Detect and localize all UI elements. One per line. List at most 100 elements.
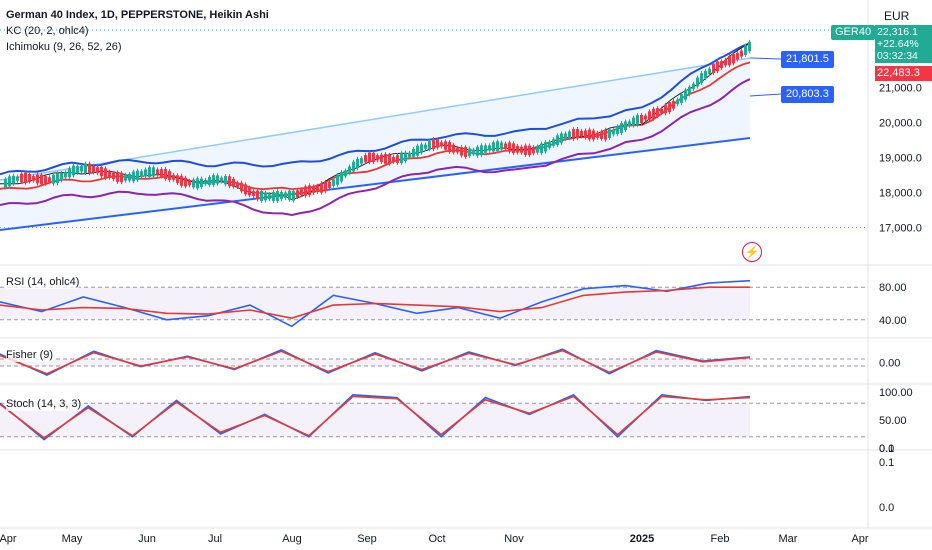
candle	[620, 123, 623, 134]
candle	[396, 155, 399, 163]
candle	[92, 165, 95, 173]
currency-label[interactable]: EUR	[884, 9, 910, 23]
channel-fill	[0, 58, 750, 230]
candle	[44, 176, 47, 184]
candle	[372, 152, 375, 162]
price-axis-tick: 18,000.0	[879, 188, 922, 200]
candle	[576, 129, 579, 139]
candle	[724, 59, 727, 66]
candle	[540, 143, 543, 154]
candle	[340, 172, 343, 182]
lower-axis-tick: 0.1	[879, 457, 894, 469]
time-axis-tick: Sep	[357, 533, 377, 545]
candle	[384, 153, 387, 164]
candle	[224, 176, 227, 185]
candle	[416, 145, 419, 156]
candle	[720, 61, 723, 69]
candle	[472, 149, 475, 155]
symbol-tag: GER40	[831, 25, 876, 40]
candle	[20, 173, 23, 183]
time-axis-tick: 2025	[630, 533, 654, 545]
stoch-band	[0, 403, 750, 437]
candle	[412, 148, 415, 157]
candle	[484, 145, 487, 153]
candle	[572, 129, 575, 139]
time-axis-tick: Mar	[779, 533, 798, 545]
kc-upper-line	[0, 42, 751, 176]
candle	[156, 169, 159, 175]
candle	[76, 165, 79, 173]
candle	[336, 175, 339, 185]
candle	[656, 108, 659, 117]
candle	[604, 129, 607, 140]
price-axis-tick: 20,000.0	[879, 118, 922, 130]
candle	[328, 181, 331, 188]
candle	[348, 166, 351, 174]
candle	[388, 154, 391, 164]
candle	[692, 83, 695, 89]
rsi-axis-tick: 40.00	[879, 315, 907, 327]
rsi-label[interactable]: RSI (14, ohlc4)	[6, 276, 80, 289]
channel-upper-label[interactable]: 21,801.5	[781, 51, 834, 68]
candle	[24, 172, 27, 183]
channel-lower-label[interactable]: 20,803.3	[781, 86, 834, 103]
candle	[548, 141, 551, 148]
fisher-label[interactable]: Fisher (9)	[6, 349, 54, 362]
candle	[748, 41, 751, 52]
candle	[152, 167, 155, 177]
candle	[452, 144, 455, 153]
label-connector	[749, 57, 782, 60]
candle	[688, 86, 691, 95]
candle	[640, 114, 643, 124]
stoch-line-2	[0, 395, 751, 439]
candle	[424, 144, 427, 149]
candle	[508, 142, 511, 152]
candle	[536, 146, 539, 153]
candle	[628, 121, 631, 126]
candle	[332, 179, 335, 186]
candle	[96, 167, 99, 174]
candle	[144, 169, 147, 177]
time-axis-tick: Jun	[138, 533, 156, 545]
candle	[464, 146, 467, 157]
ichimoku-indicator-label[interactable]: Ichimoku (9, 26, 52, 26)	[6, 41, 122, 53]
candle	[4, 179, 7, 188]
candle	[304, 186, 307, 196]
label-connector	[749, 93, 782, 97]
candle	[440, 142, 443, 147]
candle	[736, 52, 739, 60]
candle	[40, 174, 43, 185]
candle	[408, 152, 411, 158]
stoch-label[interactable]: Stoch (14, 3, 3)	[6, 398, 82, 411]
candle	[364, 155, 367, 163]
candle	[588, 129, 591, 140]
candle	[88, 163, 91, 174]
rsi-line-2	[0, 286, 750, 320]
candle	[360, 158, 363, 164]
kc-indicator-label[interactable]: KC (20, 2, ohlc4)	[6, 25, 89, 37]
candle	[524, 145, 527, 155]
candle	[196, 178, 199, 189]
candle	[676, 99, 679, 105]
time-axis-tick: Oct	[428, 533, 445, 545]
lightning-alert-icon[interactable]: ⚡	[742, 242, 762, 262]
candle	[72, 165, 75, 176]
candle	[732, 53, 735, 64]
candle	[188, 180, 191, 186]
candle	[356, 158, 359, 169]
candle	[108, 171, 111, 178]
candle	[280, 191, 283, 200]
channel-lower-line	[0, 137, 751, 231]
candle	[276, 191, 279, 201]
candle	[236, 182, 239, 188]
candle	[164, 169, 167, 179]
candle	[292, 190, 295, 201]
candle	[252, 191, 255, 196]
candle	[64, 172, 67, 178]
candle	[624, 121, 627, 131]
candle	[36, 174, 39, 184]
candle	[312, 186, 315, 193]
candle	[584, 130, 587, 138]
